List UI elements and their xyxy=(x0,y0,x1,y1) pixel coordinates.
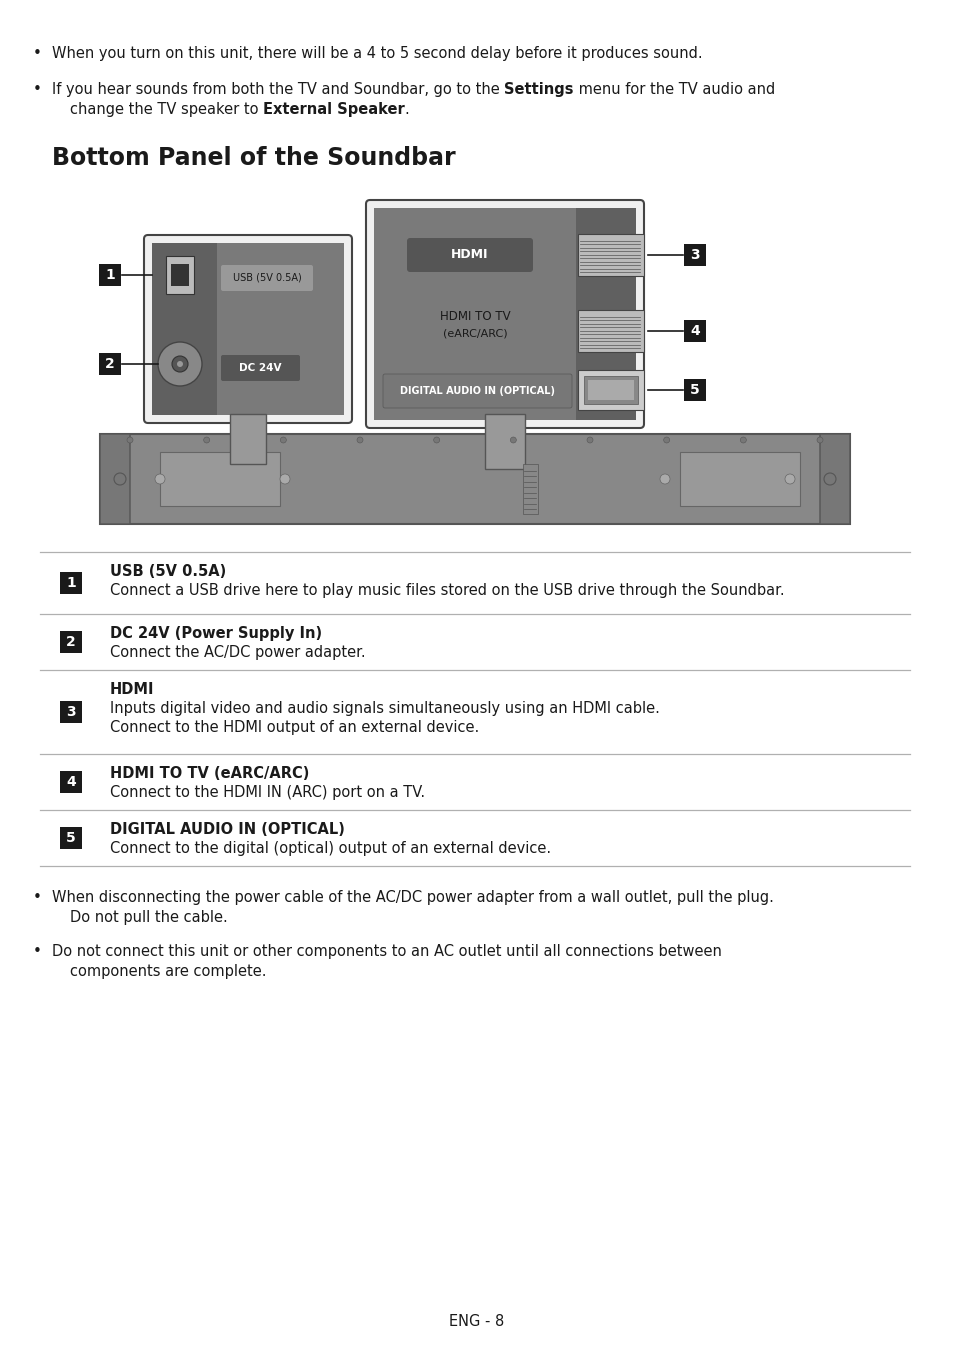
Text: 2: 2 xyxy=(105,357,114,371)
Bar xyxy=(160,452,280,506)
Bar xyxy=(683,244,705,265)
FancyBboxPatch shape xyxy=(382,374,572,408)
FancyBboxPatch shape xyxy=(100,435,130,524)
Text: HDMI TO TV: HDMI TO TV xyxy=(439,310,510,324)
Bar xyxy=(522,464,537,515)
Bar xyxy=(60,827,82,849)
Text: •: • xyxy=(32,944,41,959)
Text: HDMI: HDMI xyxy=(451,249,488,261)
Text: DIGITAL AUDIO IN (OPTICAL): DIGITAL AUDIO IN (OPTICAL) xyxy=(110,822,345,837)
Circle shape xyxy=(154,474,165,483)
Bar xyxy=(587,380,634,399)
Circle shape xyxy=(823,473,835,485)
Circle shape xyxy=(663,437,669,443)
Text: Connect to the HDMI output of an external device.: Connect to the HDMI output of an externa… xyxy=(110,720,478,735)
Text: components are complete.: components are complete. xyxy=(70,964,266,979)
Text: ENG - 8: ENG - 8 xyxy=(449,1315,504,1330)
Bar xyxy=(171,264,189,286)
Text: Connect to the HDMI IN (ARC) port on a TV.: Connect to the HDMI IN (ARC) port on a T… xyxy=(110,785,425,800)
Text: Do not connect this unit or other components to an AC outlet until all connectio: Do not connect this unit or other compon… xyxy=(52,944,721,959)
Bar xyxy=(152,242,216,414)
Circle shape xyxy=(816,437,822,443)
Bar xyxy=(166,256,193,294)
Text: When you turn on this unit, there will be a 4 to 5 second delay before it produc: When you turn on this unit, there will b… xyxy=(52,46,702,61)
Circle shape xyxy=(172,356,188,372)
Text: •: • xyxy=(32,46,41,61)
Circle shape xyxy=(510,437,516,443)
Text: Settings: Settings xyxy=(504,83,574,97)
Text: External Speaker: External Speaker xyxy=(263,102,404,116)
Text: 1: 1 xyxy=(66,575,76,590)
Text: 4: 4 xyxy=(689,324,700,338)
Text: Inputs digital video and audio signals simultaneously using an HDMI cable.: Inputs digital video and audio signals s… xyxy=(110,701,659,716)
Text: 4: 4 xyxy=(66,774,76,789)
Text: USB (5V 0.5A): USB (5V 0.5A) xyxy=(110,565,226,580)
FancyBboxPatch shape xyxy=(221,265,313,291)
Text: 2: 2 xyxy=(66,635,76,649)
Text: Connect a USB drive here to play music files stored on the USB drive through the: Connect a USB drive here to play music f… xyxy=(110,584,783,598)
Bar xyxy=(216,242,344,414)
Bar xyxy=(410,301,539,349)
Bar xyxy=(60,701,82,723)
Circle shape xyxy=(127,437,132,443)
Bar xyxy=(683,379,705,401)
Text: DC 24V (Power Supply In): DC 24V (Power Supply In) xyxy=(110,626,322,640)
FancyBboxPatch shape xyxy=(221,355,299,380)
Bar xyxy=(578,234,643,276)
Circle shape xyxy=(177,362,183,367)
Bar xyxy=(99,264,121,286)
Bar xyxy=(578,310,643,352)
Bar xyxy=(100,435,849,524)
Bar xyxy=(683,320,705,343)
Text: 5: 5 xyxy=(66,831,76,845)
Bar xyxy=(583,376,638,403)
Circle shape xyxy=(740,437,745,443)
Circle shape xyxy=(113,473,126,485)
Circle shape xyxy=(280,474,290,483)
Circle shape xyxy=(586,437,593,443)
Text: When disconnecting the power cable of the AC/DC power adapter from a wall outlet: When disconnecting the power cable of th… xyxy=(52,890,773,904)
Circle shape xyxy=(158,343,202,386)
Text: If you hear sounds from both the TV and Soundbar, go to the: If you hear sounds from both the TV and … xyxy=(52,83,504,97)
Text: DC 24V: DC 24V xyxy=(238,363,281,372)
Bar xyxy=(484,414,524,468)
Circle shape xyxy=(356,437,363,443)
Bar xyxy=(230,414,266,464)
Bar xyxy=(576,209,636,420)
Bar xyxy=(578,370,643,410)
Text: (eARC/ARC): (eARC/ARC) xyxy=(442,328,507,338)
Text: Do not pull the cable.: Do not pull the cable. xyxy=(70,910,228,925)
Bar xyxy=(99,353,121,375)
Bar xyxy=(60,571,82,594)
Text: change the TV speaker to: change the TV speaker to xyxy=(70,102,263,116)
Text: Connect to the digital (optical) output of an external device.: Connect to the digital (optical) output … xyxy=(110,841,551,856)
Text: 1: 1 xyxy=(105,268,114,282)
Text: 3: 3 xyxy=(66,705,75,719)
Bar xyxy=(60,631,82,653)
FancyBboxPatch shape xyxy=(366,200,643,428)
Text: HDMI: HDMI xyxy=(110,682,154,697)
Bar xyxy=(60,770,82,793)
Circle shape xyxy=(784,474,794,483)
Circle shape xyxy=(203,437,210,443)
FancyBboxPatch shape xyxy=(144,236,352,422)
Text: 3: 3 xyxy=(689,248,700,263)
Bar xyxy=(679,452,800,506)
Circle shape xyxy=(434,437,439,443)
Circle shape xyxy=(280,437,286,443)
Text: menu for the TV audio and: menu for the TV audio and xyxy=(574,83,774,97)
Circle shape xyxy=(659,474,669,483)
FancyBboxPatch shape xyxy=(407,238,533,272)
FancyBboxPatch shape xyxy=(820,435,849,524)
Text: Connect the AC/DC power adapter.: Connect the AC/DC power adapter. xyxy=(110,645,365,659)
Text: •: • xyxy=(32,890,41,904)
Text: HDMI TO TV (eARC/ARC): HDMI TO TV (eARC/ARC) xyxy=(110,766,309,781)
Text: DIGITAL AUDIO IN (OPTICAL): DIGITAL AUDIO IN (OPTICAL) xyxy=(399,386,555,395)
Text: .: . xyxy=(404,102,409,116)
Text: •: • xyxy=(32,83,41,97)
Text: USB (5V 0.5A): USB (5V 0.5A) xyxy=(233,274,301,283)
Bar xyxy=(374,209,576,420)
Text: 5: 5 xyxy=(689,383,700,397)
Text: Bottom Panel of the Soundbar: Bottom Panel of the Soundbar xyxy=(52,146,456,171)
